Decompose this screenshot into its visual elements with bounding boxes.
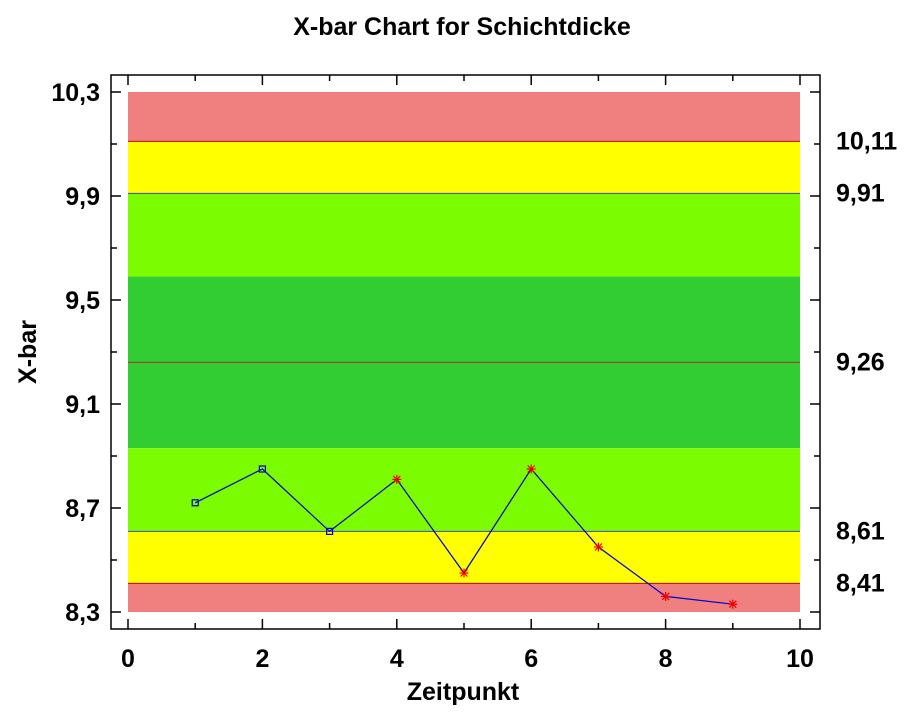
data-point-7 (593, 542, 603, 552)
limit-label-0: 10,11 (836, 127, 897, 155)
x-tick-label-2: 4 (390, 645, 404, 673)
limit-label-2: 9,26 (836, 348, 885, 376)
data-point-9 (728, 599, 738, 609)
y-tick-label-1: 8,7 (65, 495, 100, 523)
zone-band-6 (128, 583, 800, 612)
limit-lines (128, 140, 800, 584)
data-point-1 (191, 499, 199, 507)
data-series (191, 464, 738, 609)
limit-labels: 10,11 9,91 9,26 8,61 8,41 (836, 127, 897, 597)
limit-label-1: 9,91 (836, 179, 885, 207)
x-axis-label: Zeitpunkt (407, 678, 520, 706)
limit-label-3: 8,61 (836, 517, 885, 545)
x-tick-label-0: 0 (121, 645, 135, 673)
data-point-8 (661, 591, 671, 601)
y-axis: 8,3 8,7 9,1 9,5 9,9 10,3 (51, 79, 820, 627)
x-axis: 0 2 4 6 8 10 (121, 75, 814, 673)
y-tick-label-3: 9,5 (65, 287, 100, 315)
data-point-5 (459, 568, 469, 578)
x-tick-label-1: 2 (255, 645, 269, 673)
y-tick-label-5: 10,3 (51, 79, 100, 107)
zone-band-2 (128, 193, 800, 277)
y-tick-label-2: 9,1 (65, 391, 100, 419)
y-tick-label-0: 8,3 (65, 599, 100, 627)
data-point-2 (258, 465, 266, 473)
y-axis-label: X-bar (14, 320, 42, 384)
x-tick-label-4: 8 (659, 645, 673, 673)
zone-band-4 (128, 448, 800, 532)
data-point-6 (526, 464, 536, 474)
limit-label-4: 8,41 (836, 569, 885, 597)
chart-title: X-bar Chart for Schichtdicke (293, 13, 631, 41)
x-tick-label-5: 10 (786, 645, 814, 673)
data-point-3 (326, 527, 334, 536)
data-point-4 (392, 474, 402, 484)
x-tick-label-3: 6 (524, 645, 538, 673)
zone-band-1 (128, 141, 800, 194)
y-tick-label-4: 9,9 (65, 183, 100, 211)
zone-band-0 (128, 92, 800, 142)
zone-bands (128, 92, 800, 612)
